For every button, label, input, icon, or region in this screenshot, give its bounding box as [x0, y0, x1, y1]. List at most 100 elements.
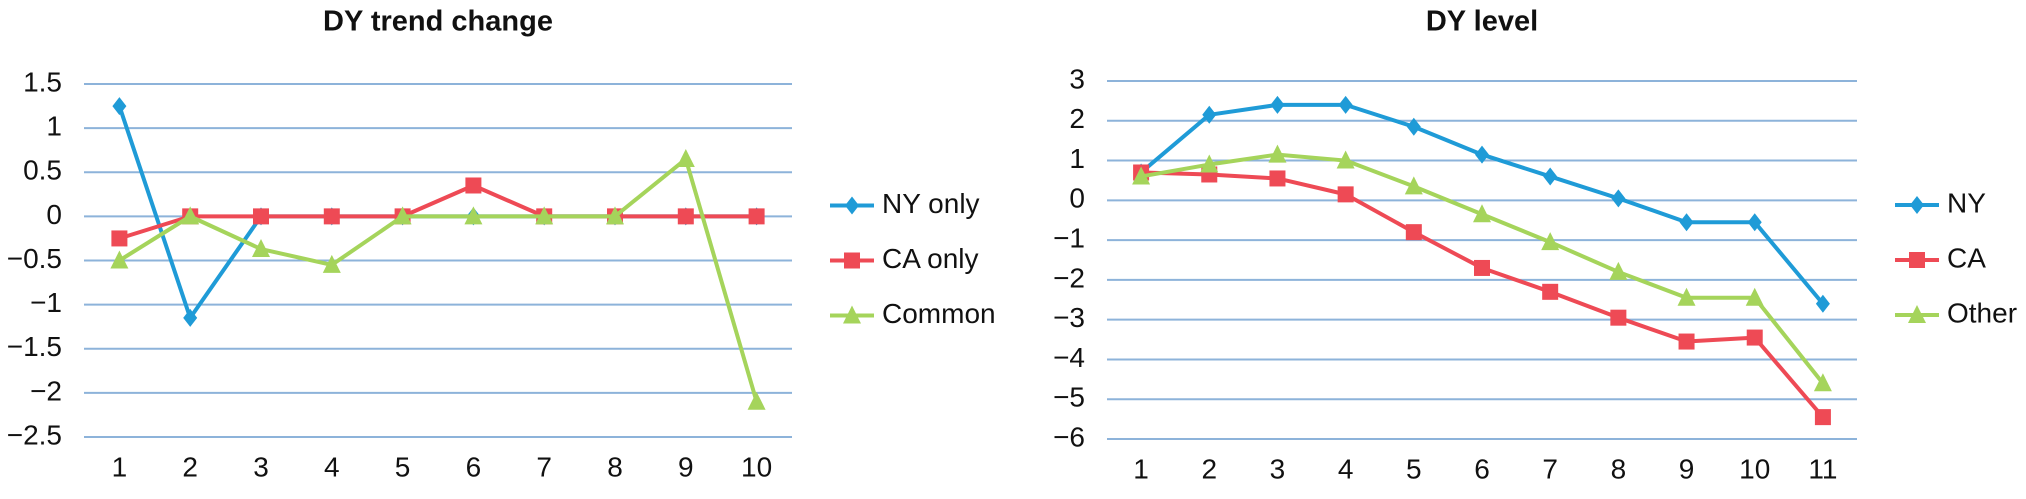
legend-marker — [1908, 305, 1926, 323]
legend-label: Other — [1947, 297, 2017, 328]
data-point — [1268, 144, 1287, 163]
data-point — [1270, 95, 1285, 114]
data-point — [323, 208, 340, 225]
data-point — [1813, 373, 1832, 392]
x-tick-label: 3 — [1270, 453, 1286, 484]
data-point — [1815, 294, 1830, 313]
data-point — [1611, 189, 1626, 208]
data-point — [1745, 287, 1764, 306]
y-tick-label: −4 — [1053, 342, 1085, 373]
data-point — [465, 177, 482, 194]
data-point — [464, 206, 483, 225]
series-line — [118, 157, 759, 403]
x-tick-label: 6 — [1474, 453, 1490, 484]
legend-marker — [845, 196, 859, 215]
x-tick-label: 3 — [253, 451, 269, 482]
data-point — [322, 254, 341, 273]
data-point — [1747, 213, 1762, 232]
chart-title: DY level — [1426, 6, 1538, 38]
y-tick-label: −1 — [30, 287, 62, 318]
x-tick-label: 7 — [1542, 453, 1558, 484]
y-tick-label: 1.5 — [23, 66, 62, 97]
data-point — [1336, 150, 1355, 169]
y-tick-label: −2 — [1053, 262, 1085, 293]
x-tick-label: 8 — [607, 451, 623, 482]
data-point — [1132, 166, 1151, 185]
y-tick-label: 0 — [1069, 183, 1085, 214]
x-tick-label: 9 — [678, 451, 694, 482]
x-tick-label: 10 — [1739, 453, 1770, 484]
y-tick-label: −6 — [1053, 421, 1085, 452]
data-point — [1541, 232, 1560, 251]
data-point — [1678, 333, 1695, 350]
data-point — [1200, 154, 1219, 173]
data-point — [1542, 283, 1559, 300]
data-point — [112, 97, 127, 116]
legend-label: NY only — [882, 188, 980, 219]
x-tick-label: 4 — [324, 451, 340, 482]
y-tick-label: 1 — [1069, 143, 1085, 174]
y-tick-label: −1 — [1053, 223, 1085, 254]
data-point — [253, 208, 269, 225]
series-line — [117, 105, 757, 320]
data-point — [111, 230, 128, 247]
x-tick-label: 7 — [536, 451, 552, 482]
data-point — [1610, 309, 1627, 326]
data-point — [1405, 224, 1422, 241]
legend-label: CA — [1947, 242, 1986, 273]
x-tick-label: 1 — [112, 451, 128, 482]
data-point — [1202, 105, 1217, 124]
y-tick-label: 0 — [46, 199, 62, 230]
data-point — [1474, 259, 1490, 276]
data-point — [1404, 176, 1423, 195]
legend-marker — [1910, 196, 1924, 214]
data-point — [252, 239, 270, 258]
data-point — [1679, 213, 1694, 232]
y-tick-label: −3 — [1053, 302, 1085, 333]
series-line — [118, 183, 757, 241]
data-point — [748, 208, 765, 225]
y-tick-label: 3 — [1069, 63, 1085, 94]
data-point — [110, 250, 129, 269]
y-tick-label: −2.5 — [7, 419, 62, 450]
x-tick-label: 9 — [1679, 453, 1695, 484]
x-tick-label: 1 — [1133, 453, 1149, 484]
legend-marker — [844, 252, 860, 269]
y-tick-label: 1 — [46, 111, 62, 142]
x-tick-label: 6 — [466, 451, 482, 482]
legend-marker — [843, 305, 861, 324]
x-tick-label: 10 — [741, 451, 772, 482]
x-tick-label: 2 — [1201, 453, 1217, 484]
legend-label: Common — [882, 298, 996, 329]
data-point — [183, 308, 198, 327]
legend-marker — [1909, 252, 1925, 268]
y-tick-label: −2 — [30, 375, 62, 406]
y-tick-label: −0.5 — [7, 243, 62, 274]
data-point — [676, 149, 695, 168]
data-point — [181, 206, 200, 225]
y-tick-label: 0.5 — [23, 155, 62, 186]
data-point — [1677, 287, 1696, 306]
y-tick-label: −5 — [1053, 382, 1085, 413]
data-point — [1269, 170, 1286, 187]
data-point — [393, 206, 412, 225]
data-point — [535, 206, 554, 225]
legend-label: CA only — [882, 243, 979, 274]
data-point — [1406, 117, 1421, 136]
data-point — [1814, 409, 1831, 426]
data-point — [747, 391, 766, 410]
x-tick-label: 5 — [395, 451, 411, 482]
y-tick-label: 2 — [1069, 103, 1085, 134]
x-tick-label: 5 — [1406, 453, 1422, 484]
data-point — [606, 206, 624, 225]
x-tick-label: 2 — [182, 451, 198, 482]
y-tick-label: −1.5 — [7, 331, 62, 362]
data-point — [1475, 145, 1489, 164]
x-tick-label: 11 — [1808, 453, 1837, 484]
x-tick-label: 4 — [1338, 453, 1354, 484]
legend-label: NY — [1947, 187, 1986, 218]
data-point — [1543, 167, 1558, 186]
data-point — [1473, 204, 1491, 223]
data-point — [677, 208, 694, 225]
